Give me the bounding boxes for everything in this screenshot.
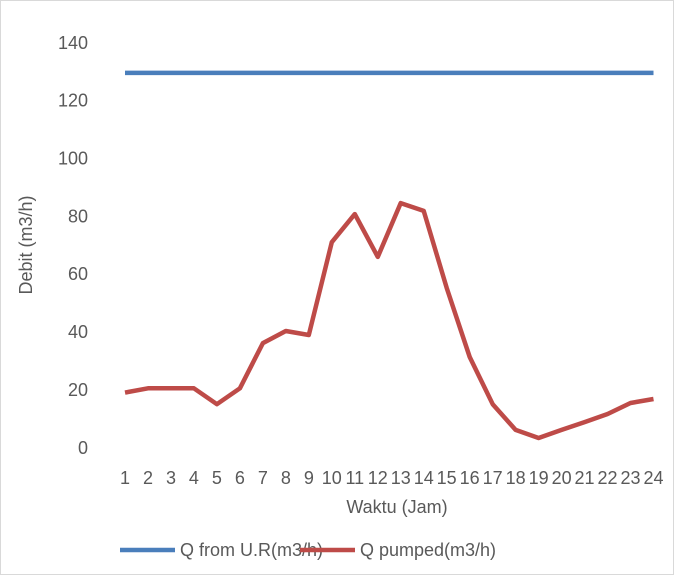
x-tick-label: 11 <box>345 468 364 488</box>
x-tick-label: 12 <box>368 468 388 488</box>
x-tick-label: 6 <box>235 468 245 488</box>
x-tick-label: 15 <box>437 468 457 488</box>
x-tick-label: 10 <box>322 468 342 488</box>
x-tick-label: 5 <box>212 468 222 488</box>
x-tick-label: 14 <box>414 468 434 488</box>
x-tick-label: 20 <box>552 468 572 488</box>
y-tick-label: 60 <box>68 264 88 284</box>
y-tick-label: 80 <box>68 206 88 226</box>
series-line <box>124 200 654 441</box>
x-tick-label: 16 <box>460 468 480 488</box>
legend-label: Q from U.R(m3/h) <box>180 540 323 560</box>
x-axis-label: Waktu (Jam) <box>346 497 447 517</box>
x-tick-label: 1 <box>120 468 130 488</box>
x-tick-label: 21 <box>575 468 595 488</box>
y-tick-label: 100 <box>58 148 88 168</box>
y-tick-label: 0 <box>78 438 88 458</box>
x-tick-label: 13 <box>391 468 411 488</box>
x-tick-label: 8 <box>281 468 291 488</box>
x-tick-label: 3 <box>166 468 176 488</box>
x-tick-label: 2 <box>143 468 153 488</box>
x-tick-label: 18 <box>506 468 526 488</box>
x-tick-label: 24 <box>643 468 663 488</box>
x-tick-label: 4 <box>189 468 199 488</box>
x-tick-label: 19 <box>529 468 549 488</box>
y-tick-label: 20 <box>68 380 88 400</box>
y-tick-label: 40 <box>68 322 88 342</box>
x-tick-label: 9 <box>304 468 314 488</box>
y-axis-label: Debit (m3/h) <box>16 195 36 294</box>
y-tick-label: 120 <box>58 91 88 111</box>
x-tick-label: 7 <box>258 468 268 488</box>
x-tick-label: 17 <box>483 468 503 488</box>
x-tick-label: 22 <box>598 468 618 488</box>
y-tick-label: 140 <box>58 33 88 53</box>
x-tick-label: 23 <box>621 468 641 488</box>
legend-label: Q pumped(m3/h) <box>360 540 496 560</box>
